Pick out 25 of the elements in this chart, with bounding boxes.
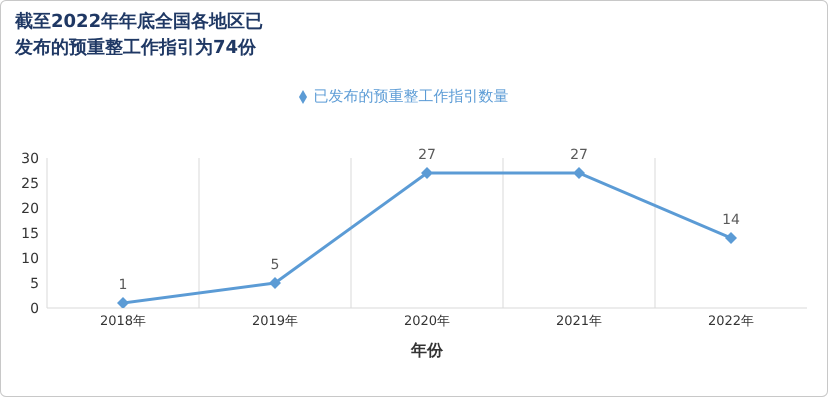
chart-title: 截至2022年年底全国各地区已发布的预重整工作指引为74份 — [15, 10, 264, 60]
y-tick-label: 10 — [21, 250, 39, 267]
x-tick-label: 2021年 — [556, 314, 602, 330]
y-tick-label: 25 — [21, 176, 39, 192]
data-label: 27 — [570, 147, 588, 163]
point — [269, 277, 281, 289]
x-axis-title: 年份 — [410, 340, 444, 360]
x-tick-label: 2020年 — [404, 314, 450, 330]
point — [725, 232, 737, 244]
point — [573, 167, 585, 179]
data-label: 5 — [270, 257, 280, 273]
legend-label: 已发布的预重整工作指引数量 — [314, 87, 508, 105]
y-tick-label: 0 — [30, 300, 39, 317]
y-tick-label: 20 — [21, 200, 39, 217]
x-tick-label: 2019年 — [252, 314, 298, 330]
point — [117, 297, 129, 308]
point — [421, 167, 433, 179]
y-tick-label: 5 — [30, 276, 39, 292]
data-label: 1 — [118, 277, 128, 293]
x-tick-label: 2022年 — [708, 314, 754, 330]
data-label: 14 — [722, 212, 740, 228]
data-label: 27 — [418, 147, 436, 163]
y-tick-label: 15 — [21, 226, 39, 242]
x-tick-label: 2018年 — [100, 314, 146, 330]
y-tick-label: 30 — [21, 150, 39, 167]
